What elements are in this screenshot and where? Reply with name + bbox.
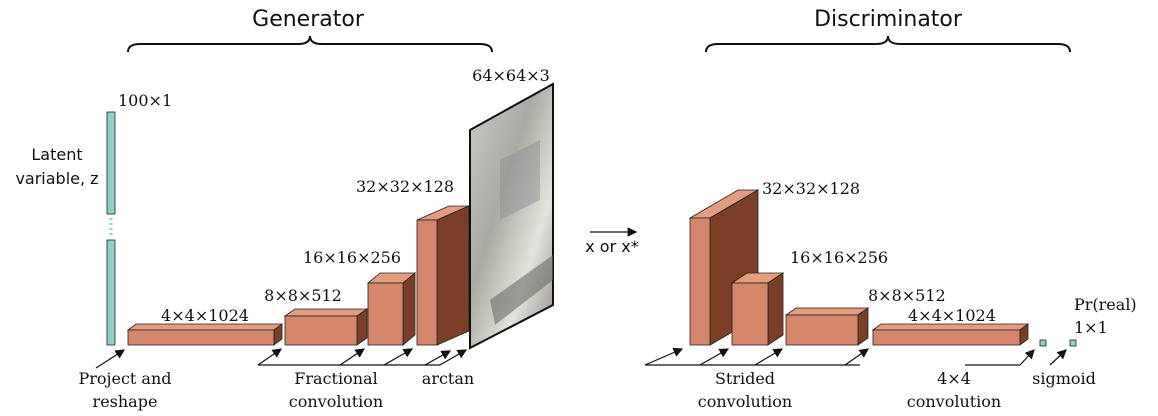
output-unit [1039,339,1047,347]
arrow [95,349,126,369]
output-label: Pr(real) [1074,295,1137,314]
op-label: arctan [422,369,474,388]
arrow [1019,349,1035,366]
op-label: Strided [715,369,775,388]
op-label: convolution [907,392,1001,411]
arrow [644,347,684,366]
image-size: 64×64×3 [472,66,550,85]
input-label: x or x* [585,237,638,256]
image-detail [500,140,540,220]
arrow [699,348,730,366]
block-side [402,272,416,346]
block-front [731,282,769,346]
block-label: 8×8×512 [264,286,342,305]
block-front [416,219,438,346]
block-label: 32×32×128 [762,179,860,198]
output-size: 1×1 [1074,318,1108,337]
block-label: 8×8×512 [868,286,946,305]
arrow [754,348,784,366]
op-label: reshape [93,392,158,411]
block-top [283,308,369,317]
block-front [367,282,404,346]
image-detail [490,255,553,325]
arrow [1049,349,1067,366]
block-front [284,315,358,346]
block-label: 16×16×256 [790,248,888,267]
block-label: 4×4×1024 [161,306,249,325]
arrow [339,348,365,366]
arrow [439,349,468,366]
block-front [127,329,275,346]
block-label: 16×16×256 [303,248,401,267]
op-label: 4×4 [937,369,971,388]
op-label: Fractional [294,369,377,388]
op-label: convolution [698,392,792,411]
brace [705,35,1071,53]
block-side [857,307,869,346]
arrow [383,348,414,366]
block-label: 4×4×1024 [908,306,996,325]
block-front [785,314,859,346]
latent-size: 100×1 [118,91,172,110]
output-unit [1069,339,1077,347]
latent-label: Latent [31,145,82,164]
block-label: 32×32×128 [356,177,454,196]
block-front [689,217,711,346]
op-label: convolution [289,392,383,411]
discriminator-title: Discriminator [814,7,963,32]
block-top [784,307,870,316]
op-label: Project and [78,369,171,388]
block-front [872,329,1021,346]
latent-vector [106,239,116,346]
brace [127,35,493,53]
arrow [844,348,869,366]
op-label: sigmoid [1032,369,1096,388]
arrow [257,348,282,366]
generator-title: Generator [252,7,365,32]
latent-vector [106,111,116,215]
arrow [424,350,452,366]
shapes [95,35,1077,369]
latent-label: variable, z [15,169,98,188]
block-side [767,272,784,346]
block-side [436,205,470,346]
